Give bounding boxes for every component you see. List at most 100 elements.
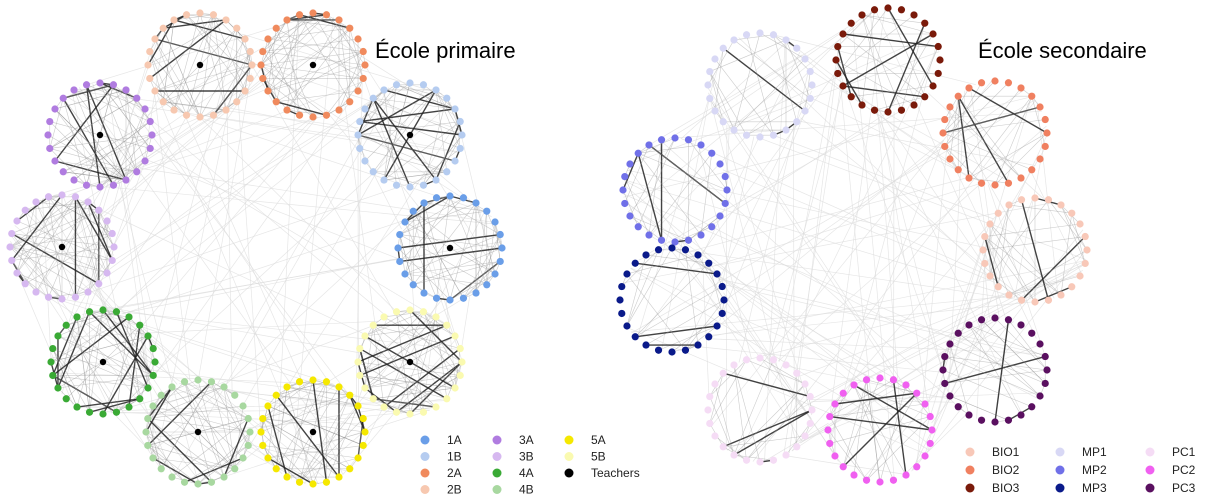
edge [286,457,359,478]
edge [149,78,187,116]
node [259,441,267,450]
node [335,16,343,24]
edge [11,209,99,261]
edge [789,67,837,453]
edge [267,27,350,92]
legend-marker [420,485,430,494]
edge [18,275,74,405]
node [272,465,280,473]
node [839,463,847,471]
node [283,473,291,481]
node [965,84,973,92]
edge [244,38,251,79]
edge [733,409,813,456]
node [354,35,362,43]
edge [373,97,456,110]
clusters [6,4,1091,488]
node [6,243,14,251]
node [806,419,814,428]
node [902,471,910,479]
node [618,309,626,318]
edge [16,272,76,298]
edge [373,324,456,389]
edge [733,359,774,456]
node [283,383,291,391]
edge [746,359,806,385]
node [394,244,402,252]
node [884,108,892,116]
edge [357,84,397,136]
edge [267,38,364,52]
edge [359,335,456,377]
node [1004,79,1013,87]
edge [797,120,1036,166]
edge [627,8,877,213]
node [711,55,719,63]
node [62,395,70,403]
edge [626,247,673,327]
node [926,412,934,421]
node [1057,201,1065,209]
node [54,384,62,392]
edge [1020,199,1050,301]
edge [43,198,160,399]
node [1028,403,1036,411]
edge [383,316,463,363]
edge [958,332,1041,397]
node [58,191,66,199]
node [1017,84,1025,92]
edge [1031,96,1046,147]
edge [105,186,497,225]
edge [399,234,503,249]
edge [145,386,173,433]
edge [773,34,811,72]
node [392,81,401,89]
node [862,376,871,384]
edge [84,410,365,425]
edge [87,220,108,293]
node [965,321,973,329]
edge [788,366,953,400]
edge [52,316,130,377]
edge [147,386,225,419]
node [196,113,204,121]
node [419,408,428,416]
node [897,106,906,114]
cluster [619,134,731,246]
node [928,426,936,434]
node [246,47,254,56]
node [706,94,714,103]
edge [409,309,463,363]
node [170,106,178,114]
edge [49,98,64,149]
edge [373,171,424,186]
legend-label: BIO2 [992,463,1020,477]
edge [709,71,724,122]
edge [113,410,266,414]
edge [413,261,501,286]
legend-marker [564,452,574,461]
edge [722,409,813,448]
edge [674,226,712,243]
edge [1008,204,1072,214]
node [380,86,388,94]
edge [638,152,728,191]
node [136,395,144,403]
edge [770,33,976,85]
edge [234,405,244,469]
node [272,98,280,106]
node [380,176,388,184]
edge [623,179,1039,400]
node [361,332,369,340]
node [977,179,986,187]
node [862,476,871,484]
edge [63,171,127,181]
node [634,223,642,231]
edge [76,309,104,408]
node [71,293,80,301]
node [1076,272,1084,280]
edge [63,82,101,99]
edge [835,61,944,372]
edge [296,15,460,119]
node [451,332,459,340]
